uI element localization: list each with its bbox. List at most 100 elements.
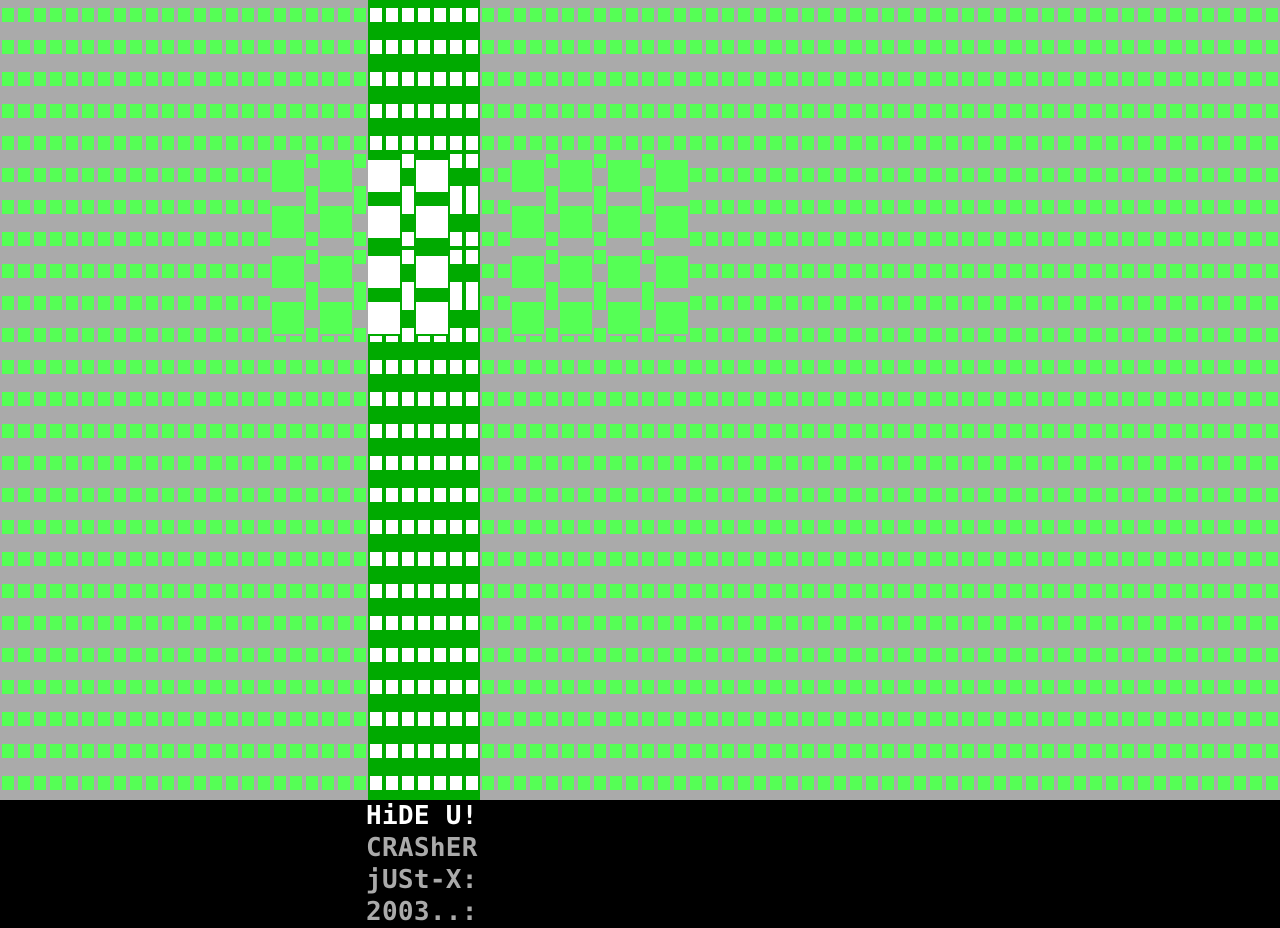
big-square [560, 256, 592, 288]
small-square [354, 200, 366, 214]
big-square [512, 206, 544, 238]
small-square [546, 232, 558, 246]
small-square [594, 186, 606, 200]
big-square [320, 206, 352, 238]
big-square [320, 302, 352, 334]
small-square [546, 282, 558, 296]
small-square [306, 296, 318, 310]
big-square [656, 302, 688, 334]
big-square [512, 302, 544, 334]
big-square [608, 160, 640, 192]
small-square [642, 200, 654, 214]
credits-line: jUSt-X: [366, 865, 478, 895]
big-square [368, 206, 400, 238]
small-square [354, 296, 366, 310]
small-square [642, 250, 654, 264]
pattern-field [0, 0, 1280, 800]
small-square [642, 282, 654, 296]
big-square [560, 302, 592, 334]
small-square [402, 232, 414, 246]
small-square [546, 186, 558, 200]
small-square [402, 296, 414, 310]
small-square [466, 282, 478, 296]
big-square [368, 256, 400, 288]
small-square [594, 232, 606, 246]
small-square [594, 296, 606, 310]
small-square [402, 282, 414, 296]
small-square [402, 250, 414, 264]
small-square [402, 200, 414, 214]
big-square [320, 256, 352, 288]
small-square [594, 282, 606, 296]
small-square [306, 250, 318, 264]
small-square [466, 296, 478, 310]
big-square [608, 302, 640, 334]
big-square [272, 206, 304, 238]
big-square [416, 206, 448, 238]
small-square [546, 154, 558, 168]
small-square [354, 154, 366, 168]
small-square [594, 328, 606, 342]
small-square [450, 296, 462, 310]
big-square [560, 160, 592, 192]
small-square [450, 328, 462, 342]
big-square [368, 302, 400, 334]
small-square [354, 282, 366, 296]
small-square [354, 186, 366, 200]
big-square [656, 206, 688, 238]
big-square [416, 160, 448, 192]
small-square [450, 232, 462, 246]
big-square [512, 256, 544, 288]
big-square [608, 256, 640, 288]
small-square [354, 250, 366, 264]
small-square [354, 328, 366, 342]
big-square [368, 160, 400, 192]
big-square [272, 302, 304, 334]
big-square [608, 206, 640, 238]
small-square [466, 154, 478, 168]
small-square [402, 328, 414, 342]
big-square [416, 256, 448, 288]
small-square [450, 154, 462, 168]
small-square [306, 282, 318, 296]
small-square [546, 250, 558, 264]
big-square [656, 160, 688, 192]
small-square [546, 200, 558, 214]
credits-text: HiDE U! CRAShER jUSt-X: 2003..: [366, 800, 478, 928]
small-square [466, 186, 478, 200]
big-square [656, 256, 688, 288]
small-square [306, 232, 318, 246]
small-square [466, 250, 478, 264]
credits-title: HiDE U! [366, 801, 478, 831]
big-square [416, 302, 448, 334]
small-square [642, 296, 654, 310]
big-square [272, 256, 304, 288]
small-square [450, 186, 462, 200]
small-square [306, 186, 318, 200]
small-square [466, 328, 478, 342]
small-square [546, 328, 558, 342]
small-square [466, 232, 478, 246]
small-square [450, 200, 462, 214]
big-square [272, 160, 304, 192]
small-square [642, 232, 654, 246]
small-square [402, 186, 414, 200]
small-square [594, 200, 606, 214]
small-square [594, 154, 606, 168]
small-square [450, 282, 462, 296]
small-square [594, 250, 606, 264]
small-square [402, 154, 414, 168]
credits-line: 2003..: [366, 897, 478, 927]
small-square [354, 232, 366, 246]
small-square [306, 200, 318, 214]
big-square [512, 160, 544, 192]
small-square [642, 186, 654, 200]
small-square [642, 154, 654, 168]
green-column [368, 0, 480, 800]
small-square [306, 328, 318, 342]
credits-line: CRAShER [366, 833, 478, 863]
big-square [320, 160, 352, 192]
small-square [642, 328, 654, 342]
small-square [306, 154, 318, 168]
